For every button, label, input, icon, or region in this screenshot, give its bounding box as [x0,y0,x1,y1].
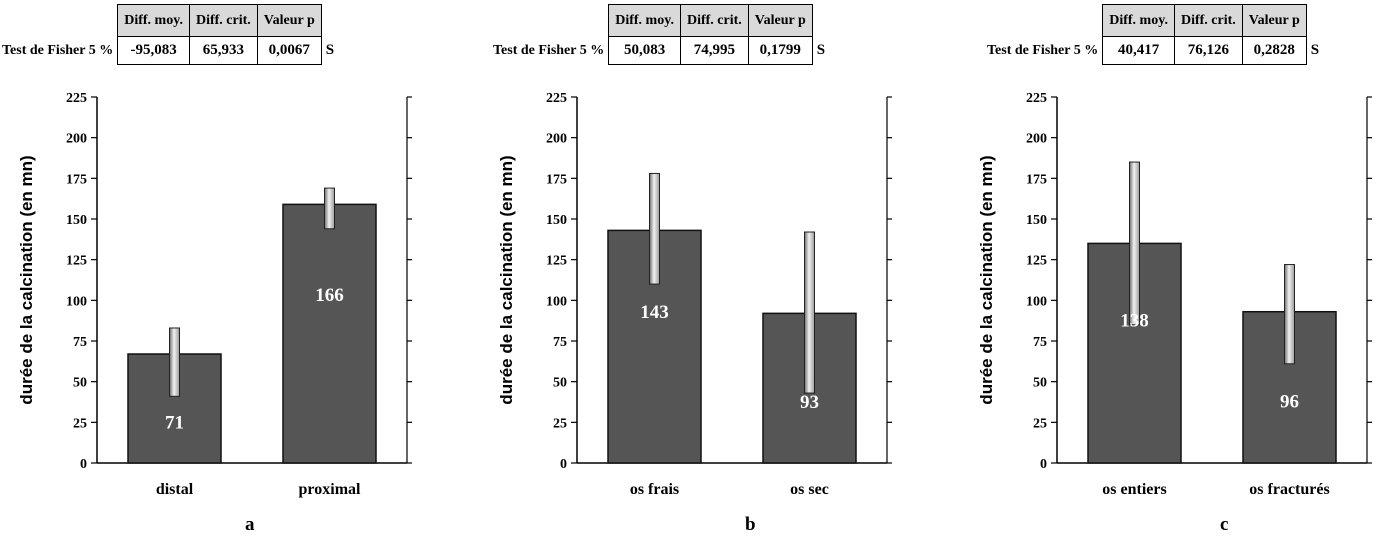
table-header: Valeur p [1241,4,1307,37]
bar-proximal [282,203,377,464]
y-axis-label: durée de la calcination (en mn) [497,155,516,404]
x-tick-label: os fracturés [1249,481,1329,498]
y-axis-label: durée de la calcination (en mn) [977,155,996,404]
table-cell-valeur-p: 0,2828 [1241,36,1307,65]
y-tick-label: 25 [1033,416,1047,431]
y-tick-label: 50 [553,376,567,391]
y-axis-label: durée de la calcination (en mn) [17,155,36,404]
y-tick-label: 25 [73,416,87,431]
y-tick-label: 75 [553,335,567,350]
y-tick-label: 100 [66,294,87,309]
y-tick-label: 125 [546,254,567,269]
bar-data-label: 96 [1280,391,1299,412]
y-tick-label: 100 [1026,294,1047,309]
table-row-label: Test de Fisher 5 % [2,42,114,58]
y-tick-label: 75 [73,335,87,350]
significance-flag: S [811,36,826,65]
table-cell-diff-crit: 65,933 [188,36,258,65]
table-row-label: Test de Fisher 5 % [493,42,605,58]
bar-data-label: 93 [800,392,819,413]
bar-chart-c: 0 25 50 75 100 125 150 175 200 225 durée de la cal… [977,91,1372,498]
bar-data-label: 143 [640,302,669,323]
bar-chart-b: 0 25 50 75 100 125 150 175 200 225 durée de la cal… [497,91,892,498]
error-bar [804,231,815,394]
y-tick-label: 175 [66,172,87,187]
fisher-test-table-c: Diff. moy. Diff. crit. Valeur p Test de … [987,4,1320,65]
x-tick-label: os entiers [1102,481,1166,498]
bar-data-label: 138 [1120,310,1149,331]
chart-panel-c: Diff. moy. Diff. crit. Valeur p Test de … [960,0,1391,541]
table-header: Diff. moy. [608,4,681,37]
error-bar [649,172,660,285]
y-tick-label: 150 [66,213,87,228]
x-tick-label: distal [156,481,194,498]
table-cell-diff-moy: 40,417 [1102,36,1175,65]
table-cell-diff-crit: 74,995 [679,36,749,65]
y-tick-label: 125 [66,254,87,269]
table-row-label: Test de Fisher 5 % [987,42,1099,58]
table-header: Diff. crit. [1173,4,1243,37]
x-tick-label: proximal [299,481,361,498]
table-header: Diff. crit. [679,4,749,37]
panel-letter-c: c [1220,514,1229,535]
y-tick-label: 225 [66,91,87,106]
y-tick-label: 50 [73,376,87,391]
table-header: Diff. moy. [1102,4,1175,37]
y-tick-label: 125 [1026,254,1047,269]
y-tick-label: 225 [546,91,567,106]
significance-flag: S [1305,36,1320,65]
table-cell-diff-moy: 50,083 [608,36,681,65]
error-bar [169,327,180,397]
panel-letter-b: b [745,514,756,535]
table-header: Diff. moy. [117,4,190,37]
x-tick-label: os frais [630,481,679,498]
y-tick-label: 200 [1026,132,1047,147]
table-cell-diff-moy: -95,083 [117,36,190,65]
panel-letter-a: a [245,514,255,535]
table-cell-diff-crit: 76,126 [1173,36,1243,65]
table-header: Valeur p [747,4,813,37]
error-bar [1284,264,1295,365]
y-tick-label: 0 [1040,457,1047,472]
y-tick-label: 0 [560,457,567,472]
y-tick-label: 200 [546,132,567,147]
y-tick-label: 25 [553,416,567,431]
y-tick-label: 200 [66,132,87,147]
bar-chart-a: 0 25 50 75 100 125 150 175 200 225 durée de la cal… [17,91,412,498]
bar-data-label: 71 [165,413,184,434]
x-tick-label: os sec [790,481,829,498]
error-bar [324,187,335,230]
y-tick-label: 100 [546,294,567,309]
y-tick-label: 175 [1026,172,1047,187]
table-cell-valeur-p: 0,1799 [747,36,813,65]
error-bar [1129,161,1140,326]
significance-flag: S [320,36,335,65]
y-tick-label: 0 [80,457,87,472]
fisher-test-table-a: Diff. moy. Diff. crit. Valeur p Test de … [2,4,335,65]
chart-panel-b: Diff. moy. Diff. crit. Valeur p Test de … [480,0,920,541]
chart-panel-a: Diff. moy. Diff. crit. Valeur p Test de … [0,0,440,541]
table-cell-valeur-p: 0,0067 [256,36,322,65]
bar-data-label: 166 [315,285,344,306]
y-tick-label: 150 [546,213,567,228]
y-tick-label: 50 [1033,376,1047,391]
y-tick-label: 225 [1026,91,1047,106]
fisher-test-table-b: Diff. moy. Diff. crit. Valeur p Test de … [493,4,826,65]
y-tick-label: 75 [1033,335,1047,350]
y-tick-label: 175 [546,172,567,187]
y-tick-label: 150 [1026,213,1047,228]
